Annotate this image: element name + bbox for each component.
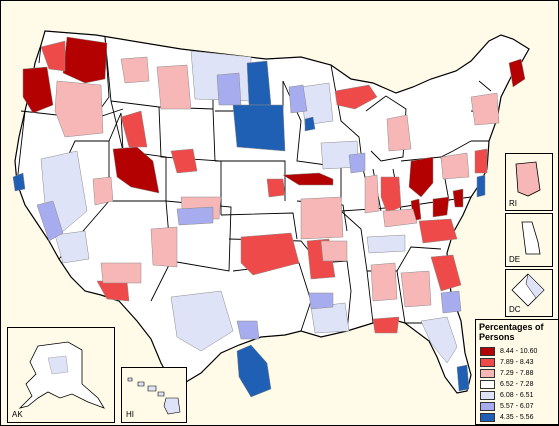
region-la-east <box>308 292 334 310</box>
legend-item-5: 6.08 - 6.51 <box>480 390 533 400</box>
shaded-regions <box>12 36 526 398</box>
map-legend: Percentages of Persons 8.44 - 10.60 7.89… <box>475 319 558 425</box>
legend-item-4: 6.52 - 7.28 <box>480 379 533 389</box>
region-mn-east <box>288 84 308 114</box>
region-ga <box>400 270 432 308</box>
region-ca-bay <box>12 172 26 192</box>
inset-hi: HI <box>121 367 187 423</box>
region-ky <box>382 208 418 228</box>
region-ny <box>470 92 500 126</box>
region-tx-gulf <box>236 344 272 398</box>
hi-shape <box>127 377 181 415</box>
region-ca-south <box>54 230 90 264</box>
legend-label-3: 7.29 - 7.88 <box>500 369 534 377</box>
de-shape <box>521 221 541 255</box>
region-tn <box>366 234 406 254</box>
inset-label-hi: HI <box>126 410 134 419</box>
region-va-north <box>432 196 450 218</box>
legend-swatch-6 <box>480 401 495 411</box>
region-nv-east <box>92 176 114 206</box>
region-ne <box>474 148 488 174</box>
legend-swatch-1 <box>480 346 495 356</box>
region-me <box>508 58 526 88</box>
legend-swatch-3 <box>480 368 495 378</box>
region-ms-north <box>348 152 366 174</box>
legend-item-3: 7.29 - 7.88 <box>480 368 533 378</box>
legend-label-5: 6.08 - 6.51 <box>500 391 534 399</box>
region-mo-south <box>320 240 348 262</box>
dc-shape <box>511 273 545 307</box>
region-ks-east <box>282 172 334 186</box>
region-wy <box>156 64 192 110</box>
inset-ri: RI <box>505 153 553 211</box>
region-nd-west <box>216 72 242 106</box>
region-mo <box>300 196 344 240</box>
region-co-north <box>170 148 198 174</box>
region-al <box>370 262 398 302</box>
region-ks-west <box>266 178 286 198</box>
region-fl-east <box>456 364 470 392</box>
region-va-south <box>418 218 458 244</box>
legend-swatch-2 <box>480 357 495 367</box>
legend-item-6: 5.57 - 6.07 <box>480 401 533 411</box>
legend-swatch-4 <box>480 379 495 389</box>
region-ms <box>372 316 400 334</box>
region-il <box>364 174 380 214</box>
region-or-east <box>54 80 104 138</box>
inset-label-dc: DC <box>509 305 521 314</box>
ak-shape <box>18 341 105 409</box>
region-mi-up <box>334 84 378 110</box>
region-pa <box>440 152 470 180</box>
region-md <box>452 188 464 208</box>
ri-shape <box>515 161 541 197</box>
region-in <box>380 176 402 214</box>
legend-item-7: 4.35 - 5.56 <box>480 412 533 422</box>
region-ca-coast <box>36 200 64 242</box>
region-ok-central <box>240 232 300 276</box>
legend-swatch-7 <box>480 412 495 422</box>
region-or-coast <box>22 66 54 114</box>
region-wa-west <box>40 40 66 72</box>
region-nd <box>246 60 272 106</box>
inset-de: DE <box>505 213 553 267</box>
region-oh <box>408 156 434 198</box>
legend-label-7: 4.35 - 5.56 <box>500 413 534 421</box>
legend-label-2: 7.89 - 8.43 <box>500 358 534 366</box>
inset-label-ri: RI <box>509 199 517 208</box>
region-fl <box>420 316 458 364</box>
legend-label-1: 8.44 - 10.60 <box>500 347 538 355</box>
legend-item-1: 8.44 - 10.60 <box>480 346 537 356</box>
legend-item-2: 7.89 - 8.43 <box>480 357 533 367</box>
inset-label-de: DE <box>509 255 521 264</box>
legend-label-4: 6.52 - 7.28 <box>500 380 534 388</box>
region-tx-south <box>170 290 234 352</box>
region-ga-south <box>440 290 462 314</box>
legend-swatch-5 <box>480 390 495 400</box>
region-sc <box>430 254 462 292</box>
region-nj <box>476 174 486 198</box>
region-sd <box>232 104 286 152</box>
legend-label-6: 5.57 - 6.07 <box>500 402 534 410</box>
region-id <box>120 110 148 148</box>
region-wa-east <box>62 36 108 84</box>
region-tx-pan <box>100 262 142 284</box>
region-wi <box>300 82 334 126</box>
region-ok-west <box>176 206 214 226</box>
region-mn <box>304 116 316 132</box>
inset-label-ak: AK <box>12 410 23 419</box>
inset-dc: DC <box>505 269 553 317</box>
region-mi-lower <box>386 114 412 152</box>
region-nm <box>150 226 178 268</box>
region-mt-west <box>120 56 150 84</box>
legend-title: Percentages of Persons <box>479 322 544 342</box>
region-la <box>310 302 350 334</box>
inset-ak: AK <box>7 327 115 423</box>
region-tx-coast <box>236 320 260 340</box>
